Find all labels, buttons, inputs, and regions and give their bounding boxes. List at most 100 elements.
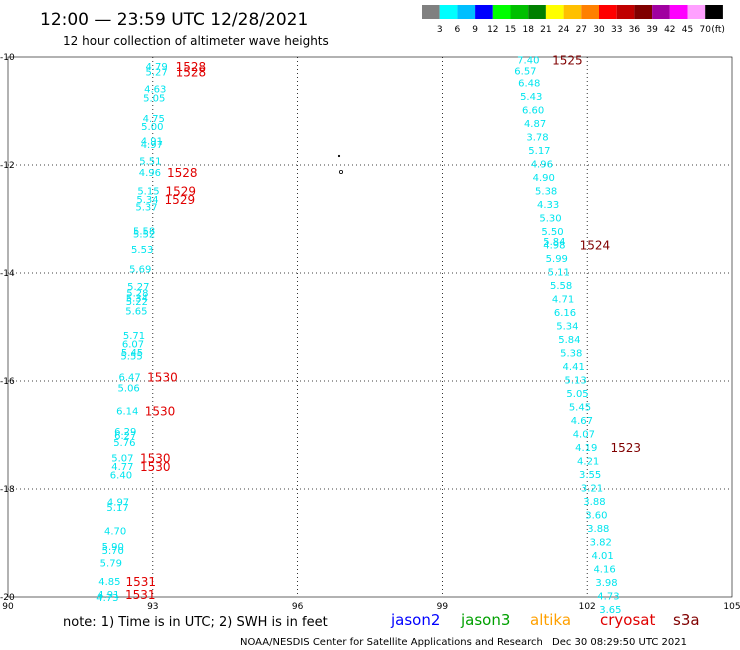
swh-value-cryosat: 5.34 [136, 195, 158, 206]
swh-value-s3a: 5.84 [558, 335, 580, 346]
swh-value-s3a: 6.16 [554, 308, 576, 319]
swh-value-s3a: 3.88 [583, 497, 605, 508]
pass-time-cryosat: 1529 [165, 193, 196, 207]
swh-value-s3a: 5.05 [566, 389, 588, 400]
swh-value-cryosat: 4.97 [141, 140, 163, 151]
swh-value-cryosat: 5.65 [125, 306, 147, 317]
legend-swatch [563, 5, 582, 19]
legend-label: 21 [540, 25, 551, 35]
swh-value-cryosat: 6.14 [116, 407, 138, 418]
legend-swatch [422, 5, 440, 19]
x-tick-label: 102 [579, 602, 596, 612]
swh-value-s3a: 4.90 [533, 173, 555, 184]
legend-swatch [510, 5, 529, 19]
swh-value-cryosat: 5.55 [120, 352, 142, 363]
pass-time-cryosat: 1528 [167, 166, 198, 180]
swh-value-cryosat: 5.45 [121, 348, 143, 359]
x-tick-label: 99 [437, 602, 449, 612]
swh-value-cryosat: 4.97 [107, 497, 129, 508]
swh-value-cryosat: 4.96 [139, 168, 161, 179]
swh-value-s3a: 6.57 [514, 67, 536, 78]
swh-value-s3a: 3.98 [595, 578, 617, 589]
swh-value-cryosat: 6.40 [110, 470, 132, 481]
satellite-jason3: jason3 [460, 611, 510, 629]
swh-value-cryosat: 5.69 [129, 265, 151, 276]
swh-value-s3a: 6.60 [522, 105, 544, 116]
swh-value-s3a: 5.84 [543, 237, 565, 248]
legend-swatch [545, 5, 564, 19]
legend-swatch [457, 5, 476, 19]
swh-value-cryosat: 5.34 [126, 293, 148, 304]
swh-value-cryosat: 5.37 [135, 203, 157, 214]
legend-swatch [669, 5, 688, 19]
swh-value-s3a: 7.40 [517, 56, 539, 67]
swh-value-s3a: 4.98 [543, 240, 565, 251]
plot-frame [7, 56, 733, 598]
swh-value-cryosat: 4.79 [146, 62, 168, 73]
swh-value-s3a: 5.50 [541, 227, 563, 238]
y-axis-ticks: -10 -12 -14 -16 -18 -20 [0, 53, 15, 603]
swh-value-cryosat: 5.17 [106, 503, 128, 514]
legend-label: 9 [472, 25, 478, 35]
swh-value-s3a: 5.99 [546, 254, 568, 265]
x-tick-label: 96 [292, 602, 304, 612]
plot-area: 90 93 96 99 102 105 -10-12-14-16-18-20 4.79 5.… [0, 53, 740, 616]
swh-value-s3a: 3.78 [526, 132, 548, 143]
swh-value-s3a: 3.82 [590, 537, 612, 548]
swh-value-cryosat: 6.29 [114, 427, 136, 438]
swh-value-cryosat: 5.28 [126, 288, 148, 299]
color-legend: 3 6 9 12 15 18 21 24 27 30 33 36 39 42 45 70 (ft) [422, 5, 725, 35]
x-tick-label: 105 [723, 602, 740, 612]
swh-value-s3a: 5.45 [569, 402, 591, 413]
satellite-legend: jason2 jason3 altika cryosat s3a [390, 611, 700, 629]
swh-value-cryosat: 5.22 [126, 297, 148, 308]
pass-time-cryosat: 1528 [176, 66, 207, 80]
legend-label: 18 [522, 25, 534, 35]
y-tick-label: -12 [0, 161, 15, 171]
x-tick-label: 93 [147, 602, 158, 612]
swh-value-s3a: 5.43 [520, 92, 542, 103]
swh-value-s3a: 3.21 [581, 483, 603, 494]
swh-value-s3a: 5.38 [535, 186, 557, 197]
swh-value-s3a: 3.65 [599, 605, 621, 616]
swh-value-cryosat: 6.07 [122, 340, 144, 351]
legend-label: 36 [629, 25, 641, 35]
legend-swatch [475, 5, 493, 19]
swh-value-cryosat: 4.73 [96, 593, 118, 604]
footer-timestamp: Dec 30 08:29:50 UTC 2021 [552, 637, 687, 648]
swh-value-s3a: 4.67 [571, 416, 593, 427]
swh-value-cryosat: 5.90 [102, 542, 124, 553]
satellite-altika: altika [530, 611, 571, 629]
swh-value-cryosat: 5.53 [131, 245, 153, 256]
swh-value-cryosat: 5.15 [137, 186, 159, 197]
x-tick-label: 90 [2, 602, 14, 612]
swh-value-cryosat: 5.76 [113, 438, 135, 449]
legend-swatch [616, 5, 635, 19]
footer-credit: NOAA/NESDIS Center for Satellite Applica… [240, 637, 543, 648]
x-axis-ticks: 90 93 96 99 102 105 [2, 602, 740, 612]
pass-time-cryosat: 1531 [125, 588, 156, 602]
swh-value-cryosat: 5.52 [133, 230, 155, 241]
legend-swatch [439, 5, 458, 19]
pass-time-cryosat: 1530 [140, 452, 171, 466]
swh-value-cryosat: 4.70 [104, 527, 126, 538]
grid-lines [8, 57, 732, 597]
swh-value-s3a: 4.21 [577, 456, 599, 467]
swh-value-s3a: 6.48 [518, 78, 540, 89]
chart-subtitle: 12 hour collection of altimeter wave hei… [63, 34, 329, 48]
swh-value-cryosat: 4.91 [97, 590, 119, 601]
swh-value-cryosat: 5.51 [139, 157, 161, 168]
swh-value-s3a: 5.17 [528, 146, 550, 157]
swh-value-cryosat: 5.79 [100, 558, 122, 569]
satellite-jason2: jason2 [390, 611, 440, 629]
swh-value-cryosat: 4.85 [98, 577, 120, 588]
swh-value-cryosat: 5.71 [123, 331, 145, 342]
legend-swatch [687, 5, 706, 19]
y-tick-label: -18 [0, 485, 15, 495]
legend-swatch [581, 5, 599, 19]
legend-label: 70 [699, 25, 711, 35]
swh-value-s3a: 5.13 [564, 375, 586, 386]
swh-value-cryosat: 5.00 [141, 122, 163, 133]
swh-value-s3a: 3.60 [585, 510, 607, 521]
